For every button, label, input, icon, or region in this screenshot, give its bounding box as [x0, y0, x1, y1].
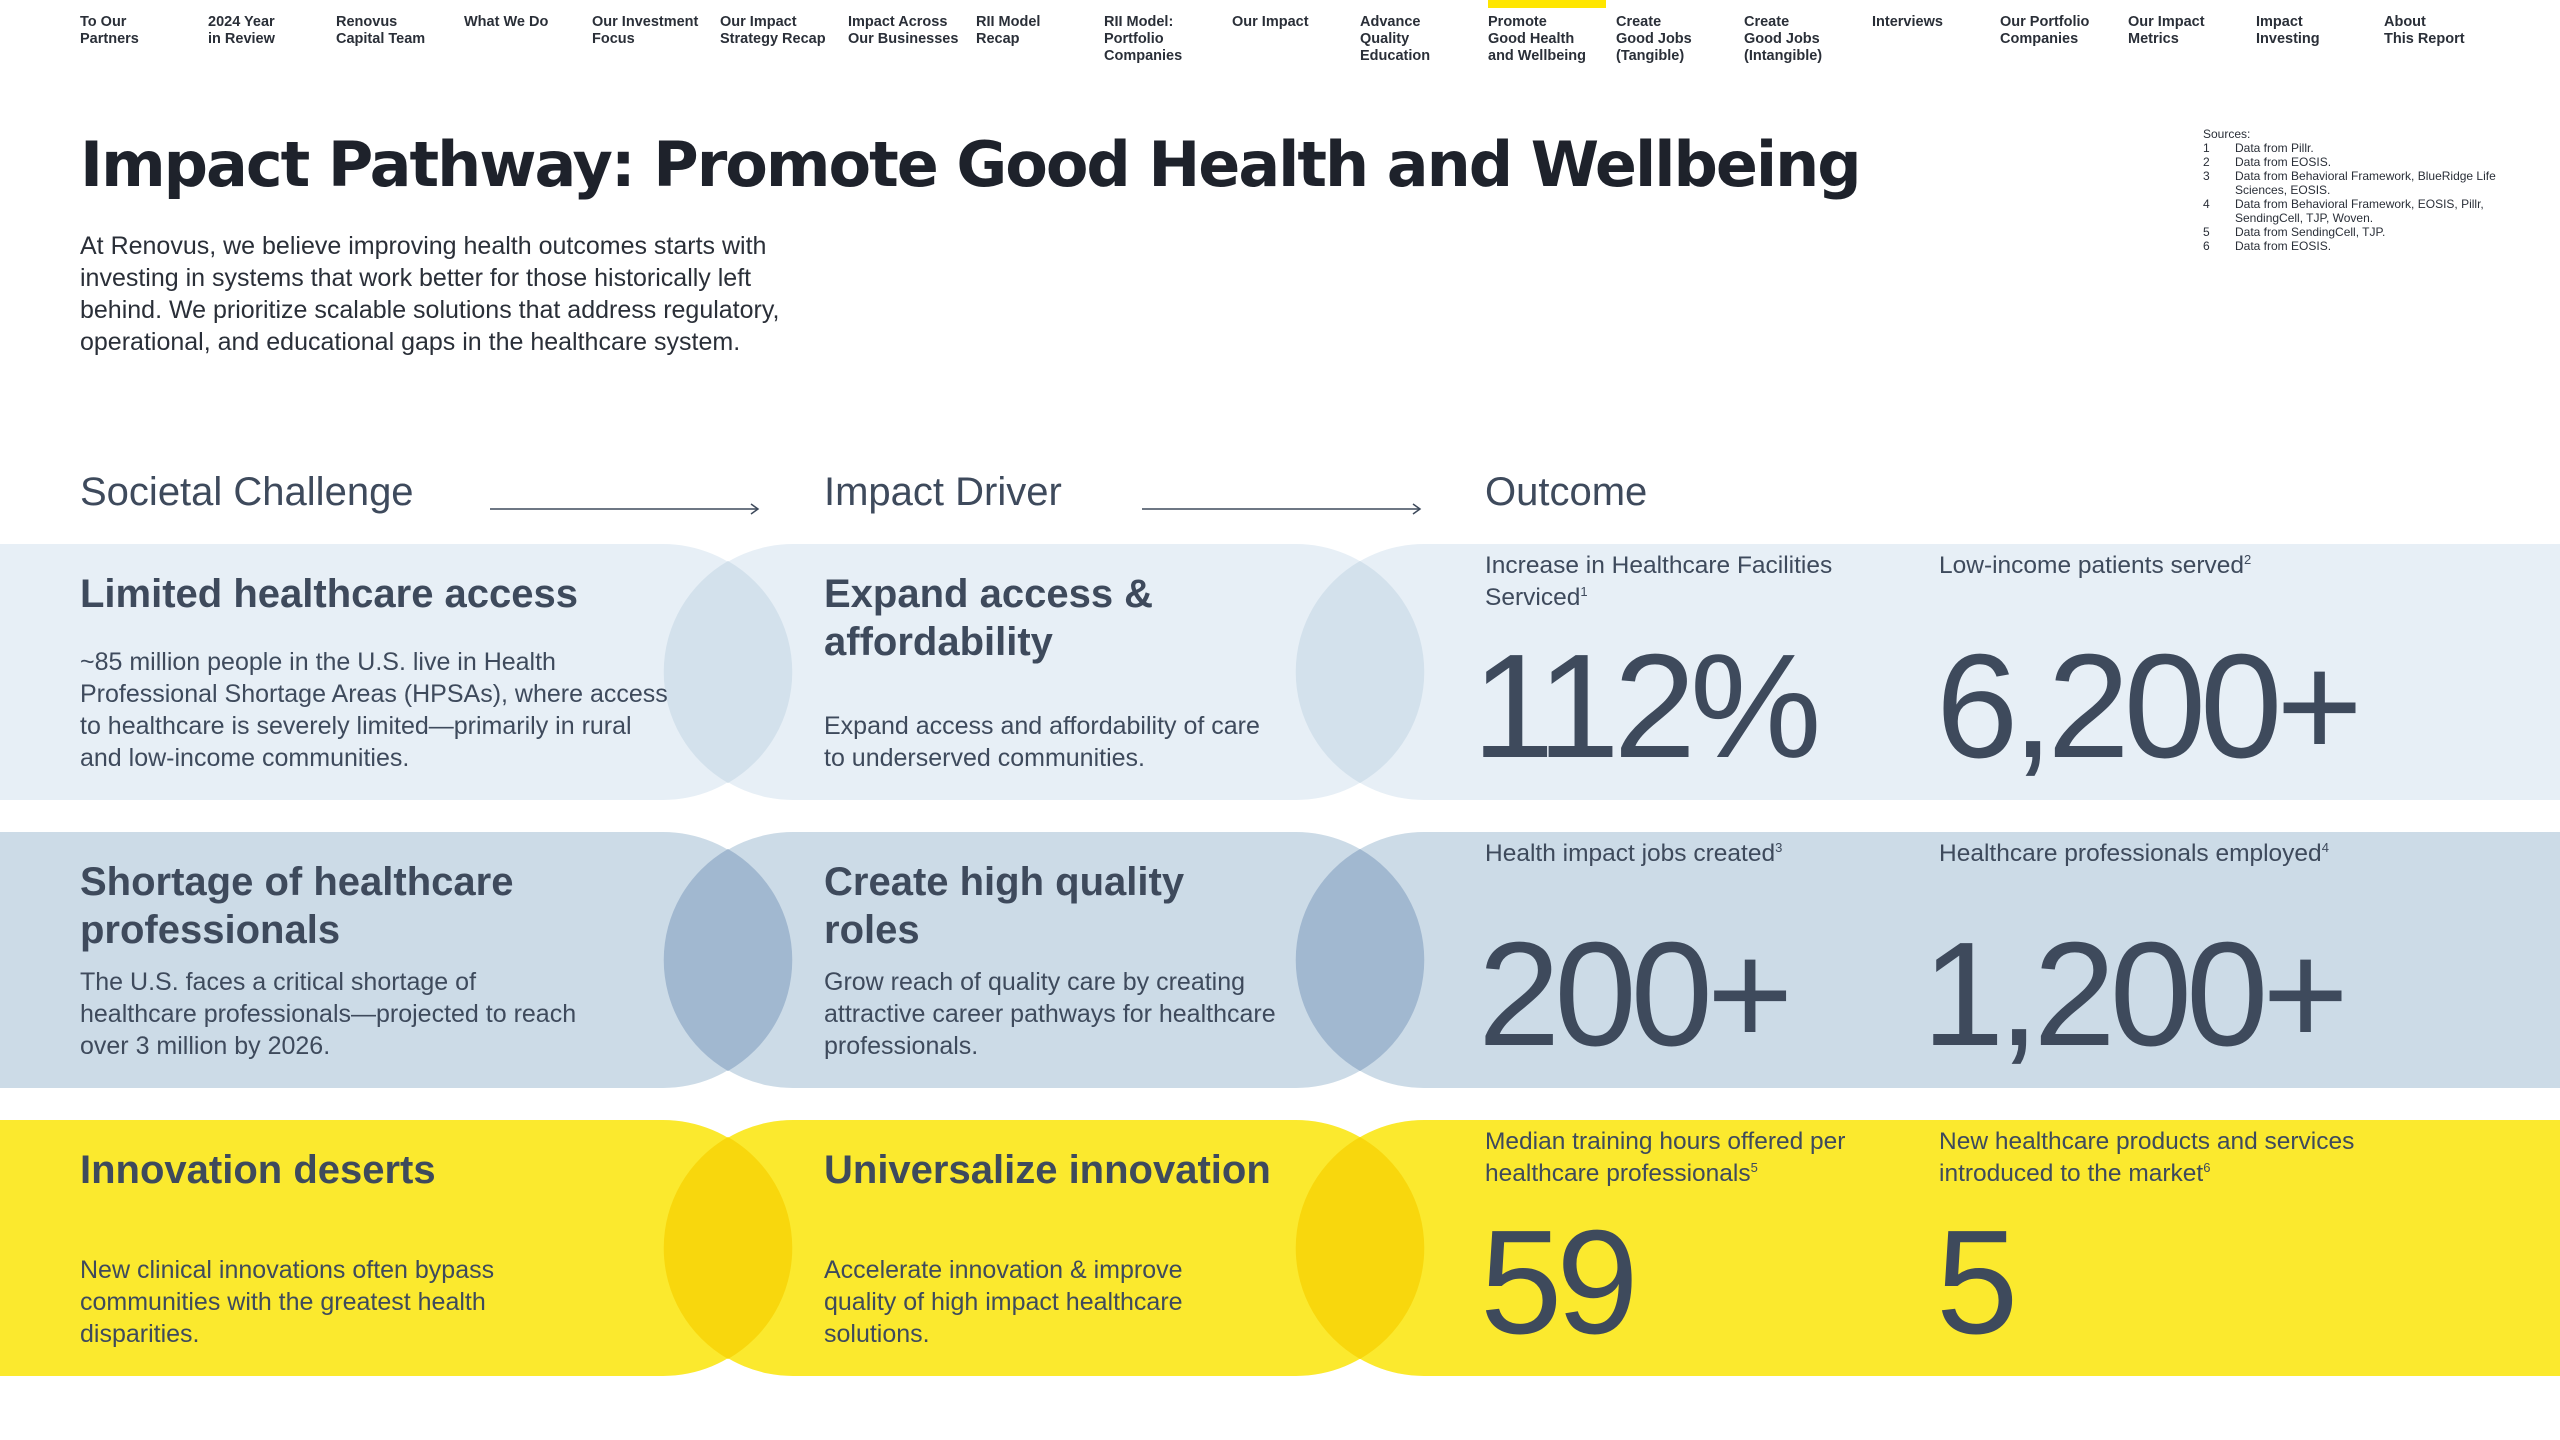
- nav-item-good-health-active[interactable]: Promote Good Health and Wellbeing: [1488, 0, 1608, 65]
- source-item: 2 Data from EOSIS.: [2203, 155, 2533, 169]
- driver-title: Universalize innovation: [824, 1148, 1271, 1192]
- right-arrow-icon: [490, 503, 760, 515]
- source-text: Data from Behavioral Framework, EOSIS, P…: [2235, 197, 2484, 225]
- metric-label: Healthcare professionals employed4: [1939, 839, 2329, 867]
- band-background: [0, 832, 2560, 1088]
- metric-label: New healthcare products and services int…: [1939, 1128, 2355, 1187]
- nav-item-what-we-do[interactable]: What We Do: [464, 14, 549, 30]
- nav-item-year-in-review[interactable]: 2024 Year in Review: [208, 14, 275, 47]
- metric-value: 6,200+: [1936, 624, 2363, 789]
- nav-item-rii-model-portfolio[interactable]: RII Model: Portfolio Companies: [1104, 14, 1183, 64]
- challenge-title: Shortage of healthcare professionals: [80, 860, 514, 952]
- driver-title: Expand access & affordability: [824, 572, 1154, 664]
- band-background: [0, 544, 2560, 800]
- nav-item-quality-education[interactable]: Advance Quality Education: [1360, 14, 1431, 64]
- source-number: 6: [2203, 239, 2210, 253]
- nav-item-impact-investing[interactable]: Impact Investing: [2256, 14, 2320, 47]
- source-text: Data from EOSIS.: [2235, 155, 2332, 169]
- nav-item-good-jobs-intangible[interactable]: Create Good Jobs (Intangible): [1744, 14, 1823, 64]
- metric-label: Increase in Healthcare Facilities Servic…: [1485, 552, 1833, 611]
- metric-label: Median training hours offered per health…: [1485, 1128, 1846, 1187]
- metric-value: 1,200+: [1922, 912, 2349, 1077]
- nav-item-to-our-partners[interactable]: To Our Partners: [80, 14, 139, 47]
- source-item: 4 Data from Behavioral Framework, EOSIS, …: [2203, 197, 2533, 225]
- pathway-row-innovation: Innovation deserts New clinical innovati…: [0, 1120, 2560, 1376]
- source-number: 2: [2203, 155, 2210, 169]
- metric-label: Low-income patients served2: [1939, 551, 2252, 579]
- nav-item-rii-model-recap[interactable]: RII Model Recap: [976, 14, 1041, 47]
- challenge-title: Innovation deserts: [80, 1148, 436, 1192]
- sources-footnotes: Sources: 1 Data from Pillr. 2 Data from EO…: [2203, 127, 2533, 253]
- nav-item-capital-team[interactable]: Renovus Capital Team: [336, 14, 426, 47]
- column-header-challenge: Societal Challenge: [80, 470, 414, 514]
- pathway-row-workforce: Shortage of healthcare professionals The…: [0, 832, 2560, 1088]
- source-item: 3 Data from Behavioral Framework, BlueRid…: [2203, 169, 2533, 197]
- nav-item-good-jobs-tangible[interactable]: Create Good Jobs (Tangible): [1616, 14, 1692, 64]
- challenge-description: New clinical innovations often bypass co…: [80, 1256, 495, 1348]
- right-arrow-icon: [1142, 503, 1422, 515]
- challenge-description: The U.S. faces a critical shortage of he…: [80, 968, 577, 1060]
- sources-label: Sources:: [2203, 127, 2251, 141]
- pathway-row-access: Limited healthcare access ~85 million pe…: [0, 544, 2560, 800]
- column-header-driver: Impact Driver: [824, 470, 1062, 514]
- source-item: 1 Data from Pillr.: [2203, 141, 2533, 155]
- source-text: Data from SendingCell, TJP.: [2235, 225, 2386, 239]
- challenge-title: Limited healthcare access: [80, 572, 579, 616]
- driver-description: Grow reach of quality care by creating a…: [824, 968, 1276, 1060]
- metric-value: 59: [1480, 1200, 1639, 1365]
- metric-value: 112%: [1472, 624, 1822, 789]
- driver-title: Create high quality roles: [824, 860, 1185, 952]
- intro-paragraph: At Renovus, we believe improving health …: [80, 232, 780, 356]
- nav-item-impact-across-businesses[interactable]: Impact Across Our Businesses: [848, 14, 959, 47]
- metric-value: 5: [1936, 1200, 2018, 1365]
- metric-label: Health impact jobs created3: [1485, 839, 1783, 867]
- nav-item-interviews[interactable]: Interviews: [1872, 14, 1943, 30]
- nav-item-portfolio-companies[interactable]: Our Portfolio Companies: [2000, 14, 2090, 47]
- source-number: 3: [2203, 169, 2210, 183]
- nav-item-about-report[interactable]: About This Report: [2384, 14, 2465, 47]
- driver-description: Accelerate innovation & improve quality …: [824, 1256, 1183, 1348]
- source-item: 5 Data from SendingCell, TJP.: [2203, 225, 2533, 239]
- source-number: 4: [2203, 197, 2210, 211]
- challenge-description: ~85 million people in the U.S. live in H…: [80, 648, 668, 772]
- source-text: Data from Behavioral Framework, BlueRidg…: [2235, 169, 2496, 197]
- source-text: Data from Pillr.: [2235, 141, 2314, 155]
- source-number: 1: [2203, 141, 2210, 155]
- source-text: Data from EOSIS.: [2235, 239, 2332, 253]
- driver-description: Expand access and affordability of care …: [824, 712, 1260, 772]
- metric-value: 200+: [1478, 912, 1793, 1077]
- nav-item-our-impact[interactable]: Our Impact: [1232, 14, 1309, 30]
- top-navigation: To Our Partners 2024 Year in Review Reno…: [0, 0, 2560, 72]
- column-header-outcome: Outcome: [1485, 470, 1648, 514]
- source-item: 6 Data from EOSIS.: [2203, 239, 2533, 253]
- nav-item-impact-metrics[interactable]: Our Impact Metrics: [2128, 14, 2205, 47]
- band-background: [0, 1120, 2560, 1376]
- source-number: 5: [2203, 225, 2210, 239]
- page-title: Impact Pathway: Promote Good Health and …: [80, 128, 1862, 201]
- nav-item-investment-focus[interactable]: Our Investment Focus: [592, 14, 699, 47]
- nav-item-impact-strategy-recap[interactable]: Our Impact Strategy Recap: [720, 14, 826, 47]
